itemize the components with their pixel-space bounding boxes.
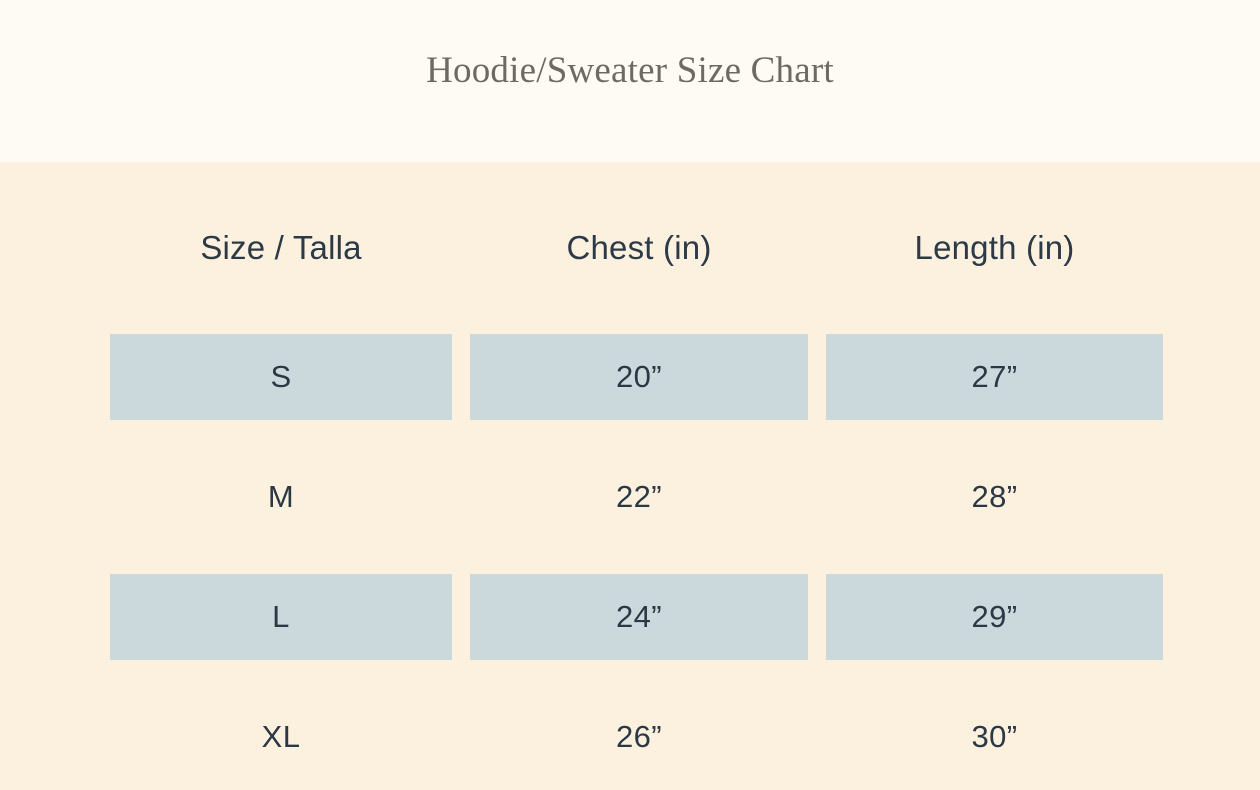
table-row: XL 26” 30” <box>110 694 1163 780</box>
row-spacer <box>110 420 1163 454</box>
row-spacer <box>110 540 1163 574</box>
table-header: Size / Talla Chest (in) Length (in) <box>110 162 1163 334</box>
cell-length: 30” <box>971 719 1018 754</box>
column-header-size: Size / Talla <box>200 229 362 266</box>
table-band: Size / Talla Chest (in) Length (in) S 20… <box>0 162 1260 790</box>
cell-size: M <box>267 479 295 514</box>
cell-size: XL <box>261 719 301 754</box>
cell-length: 29” <box>826 574 1163 660</box>
title-band: Hoodie/Sweater Size Chart <box>0 0 1260 162</box>
table-body: S 20” 27” M 22” 28” <box>110 334 1163 780</box>
table-row: L 24” 29” <box>110 574 1163 660</box>
page-title: Hoodie/Sweater Size Chart <box>426 49 834 91</box>
cell-chest: 26” <box>615 719 662 754</box>
table-header-row: Size / Talla Chest (in) Length (in) <box>110 162 1163 334</box>
cell-chest: 22” <box>615 479 662 514</box>
size-chart-table: Size / Talla Chest (in) Length (in) S 20… <box>92 162 1181 780</box>
row-spacer <box>110 660 1163 694</box>
column-header-length: Length (in) <box>914 229 1075 266</box>
cell-length: 28” <box>971 479 1018 514</box>
cell-size: S <box>110 334 452 420</box>
cell-chest: 24” <box>470 574 808 660</box>
cell-size: L <box>110 574 452 660</box>
cell-length: 27” <box>826 334 1163 420</box>
table-row: M 22” 28” <box>110 454 1163 540</box>
cell-chest: 20” <box>470 334 808 420</box>
column-header-chest: Chest (in) <box>566 229 712 266</box>
table-row: S 20” 27” <box>110 334 1163 420</box>
